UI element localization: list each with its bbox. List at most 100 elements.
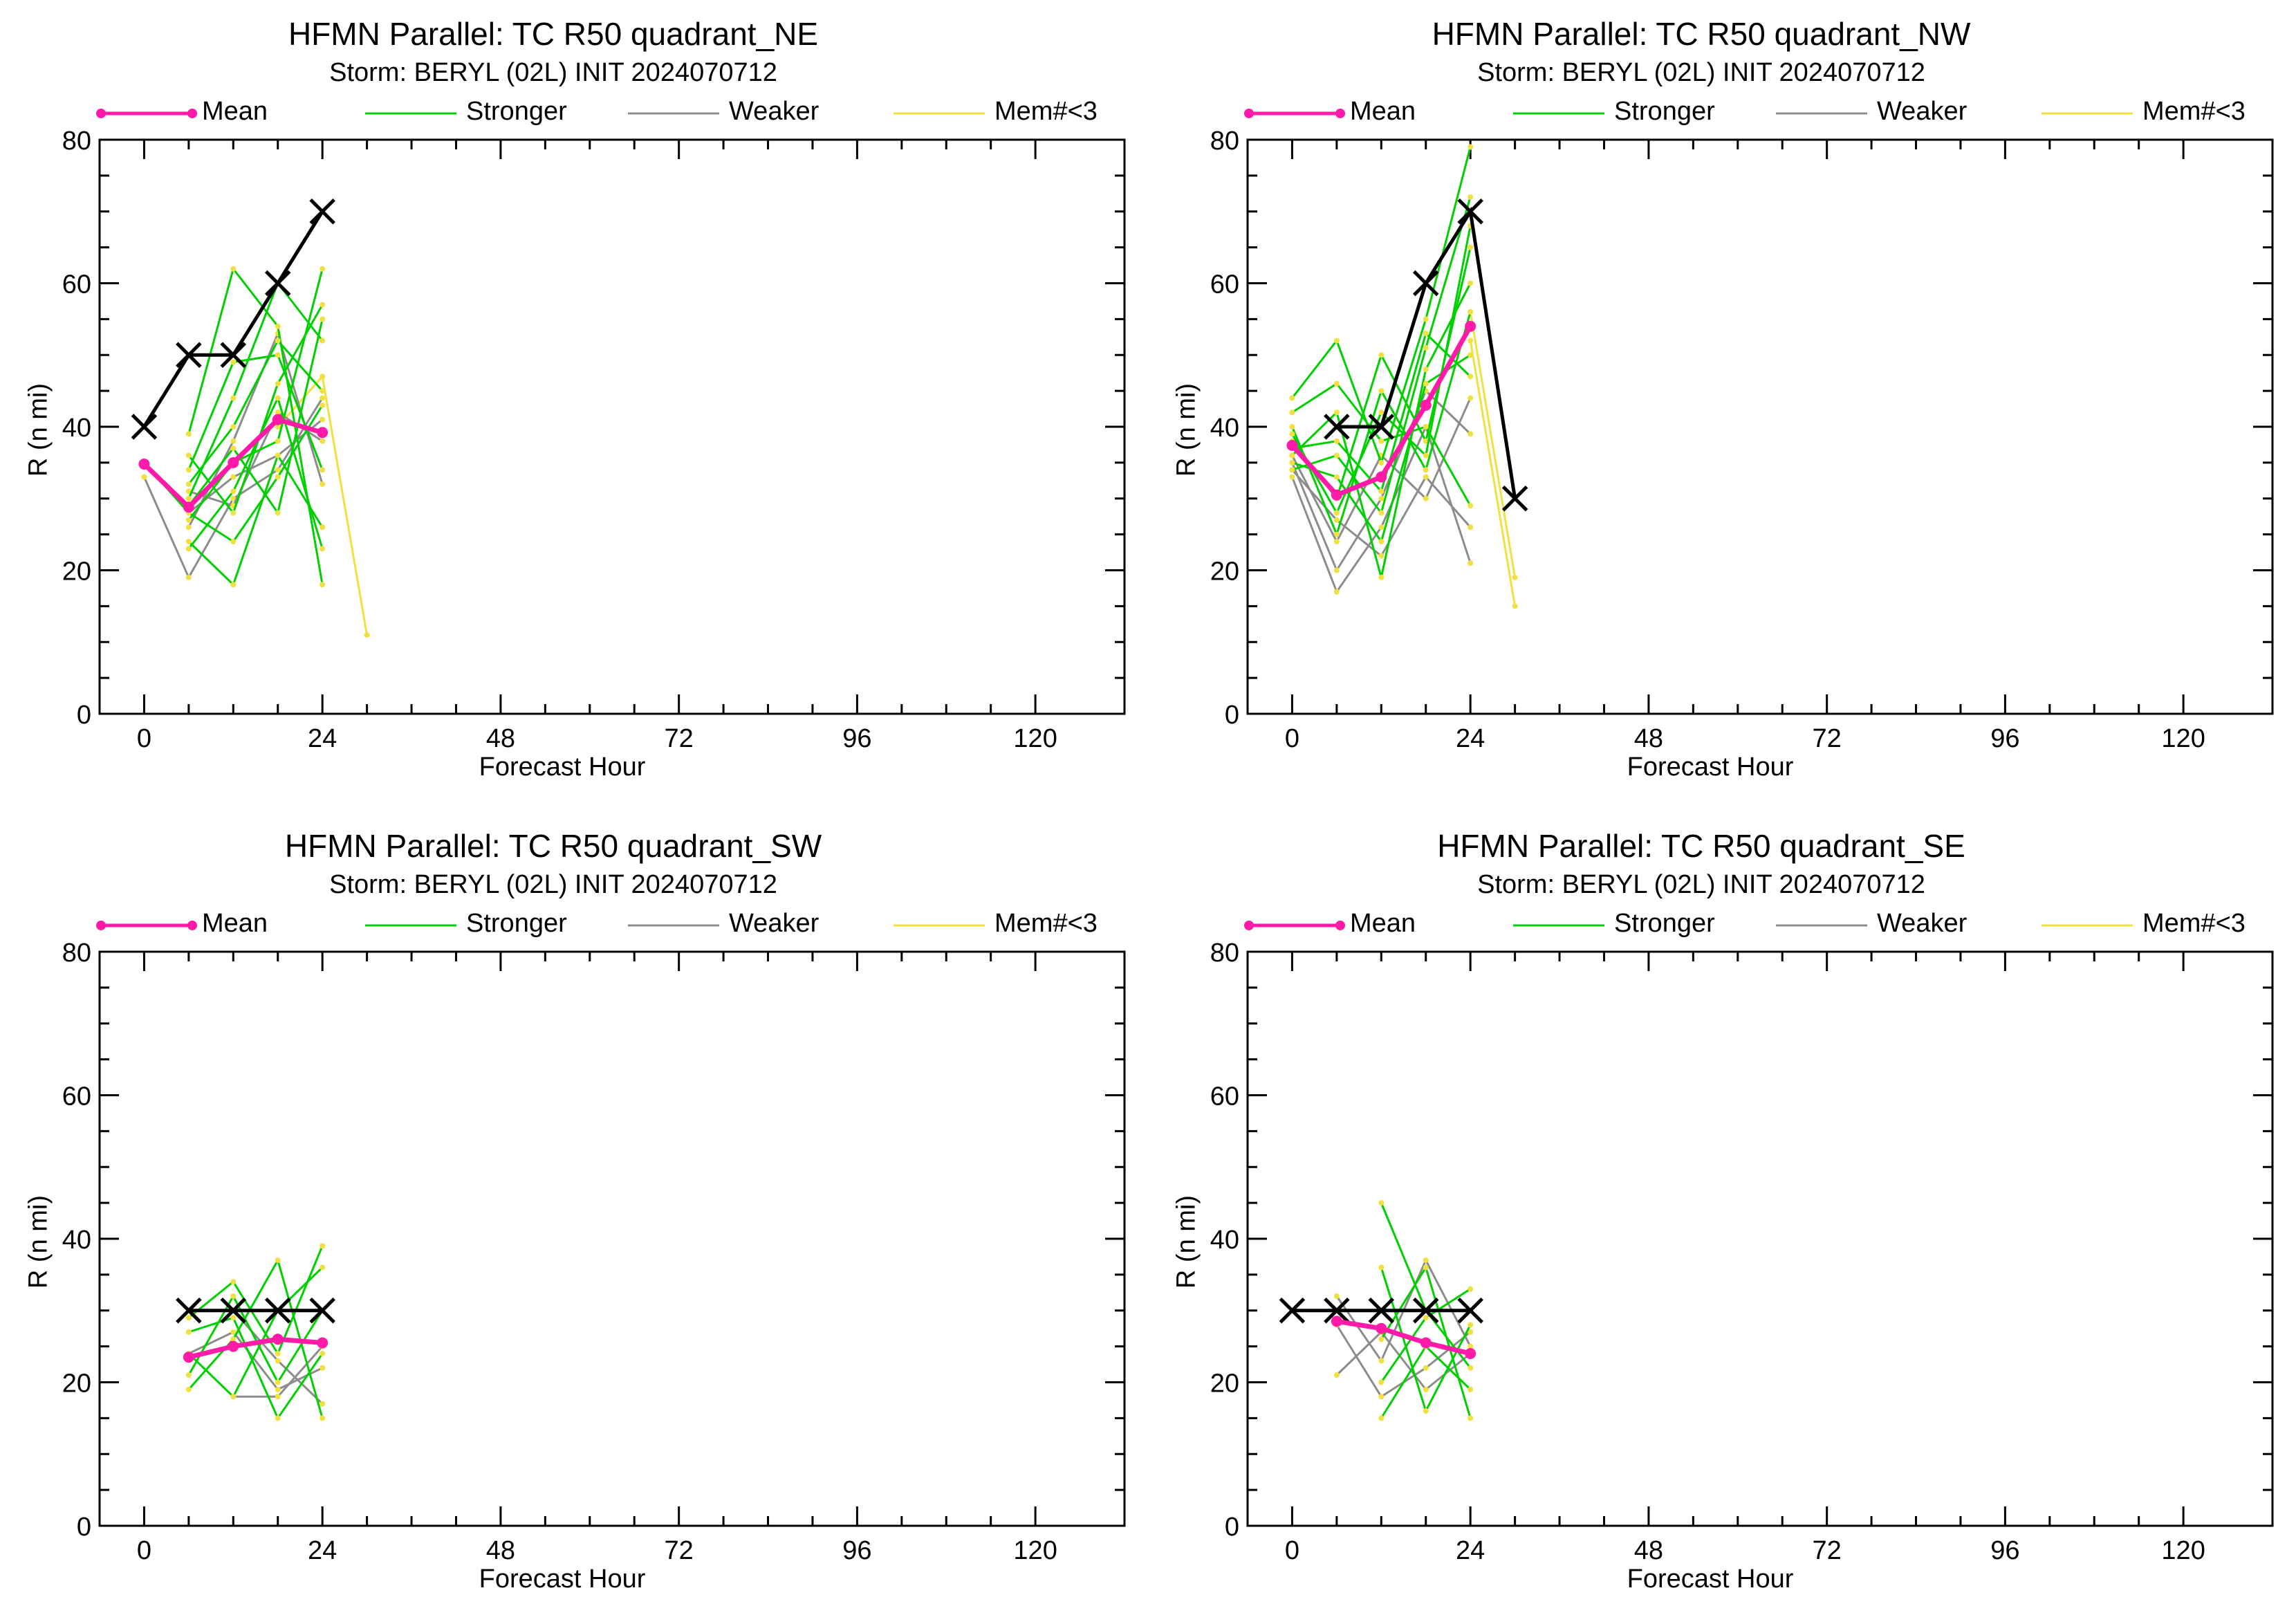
plot-frame [98, 138, 1126, 715]
mean-point [272, 414, 284, 425]
stronger-member-line-point [185, 495, 192, 501]
x-tick-label: 120 [2161, 1536, 2205, 1565]
stronger-member-line-point [1289, 424, 1295, 430]
stronger-member-line-point [1423, 380, 1429, 387]
stronger-member-line-point [230, 1293, 237, 1299]
best-track-marker [220, 1297, 247, 1324]
weaker-member-line-point [1378, 1358, 1385, 1364]
stronger-member-line-point [1289, 459, 1295, 465]
mem-member-line-point [1512, 574, 1518, 580]
weaker-member-line-point [230, 1329, 237, 1335]
mean-point [1331, 1316, 1342, 1327]
stronger-member-line-point [320, 338, 326, 344]
stronger-member-line-point [1333, 338, 1340, 344]
legend-mean-label: Mean [202, 97, 268, 126]
axis-ticks: 0 24 48 72 96 120 0 20 40 60 80 [1210, 127, 2272, 753]
stronger-member-line-point [320, 582, 326, 588]
y-tick-label: 40 [62, 1226, 91, 1255]
stronger-member-line-point [1333, 452, 1340, 459]
weaker-member-line-point [1333, 539, 1340, 544]
stronger-member-line-point [1289, 409, 1295, 416]
legend-mean-marker [187, 921, 197, 930]
legend [96, 921, 985, 930]
stronger-member-line [187, 1293, 324, 1385]
best-track-marker [309, 1297, 335, 1324]
mem-member-line-point [1512, 603, 1518, 609]
weaker-member-line-point [1333, 1293, 1340, 1299]
weaker-member-line-point [1468, 431, 1474, 437]
weaker-member-line [188, 1330, 323, 1391]
weaker-member-line-point [1423, 474, 1429, 480]
stronger-member-line-point [1378, 1264, 1385, 1271]
stronger-member-line-point [320, 402, 326, 408]
legend-weaker-label: Weaker [729, 909, 820, 938]
stronger-member-line-point [1333, 510, 1340, 516]
y-tick-label: 20 [62, 1369, 91, 1399]
y-axis-label: R (n mi) [1172, 382, 1201, 477]
stronger-member-line-point [275, 452, 281, 459]
stronger-member-line [187, 266, 324, 585]
stronger-member-line-point [275, 1257, 281, 1264]
stronger-member-line-point [230, 445, 237, 452]
stronger-member-line-point [1289, 395, 1295, 401]
y-tick-label: 60 [62, 270, 91, 299]
stronger-member-line-point [275, 510, 281, 516]
weaker-member-line-point [275, 409, 281, 416]
stronger-member-line-point [1468, 373, 1474, 380]
mem-member-line [1469, 311, 1517, 578]
stronger-member-line-point [185, 546, 192, 552]
y-tick-label: 40 [1210, 1226, 1239, 1255]
legend-mean-label: Mean [1350, 909, 1416, 938]
y-tick-label: 0 [77, 1513, 91, 1542]
stronger-member-line-point [230, 1315, 237, 1321]
weaker-member-line-point [1468, 1343, 1474, 1349]
legend-mean-marker [1244, 109, 1254, 118]
mean-point [1420, 1337, 1432, 1349]
legend-mean-marker [1335, 109, 1345, 118]
weaker-member-line-point [1468, 560, 1474, 566]
x-tick-label: 24 [308, 724, 337, 753]
weaker-member-line-point [320, 1401, 326, 1407]
stronger-member-line-point [275, 438, 281, 444]
y-tick-label: 0 [77, 701, 91, 730]
x-tick-label: 48 [486, 724, 515, 753]
y-tick-label: 40 [62, 414, 91, 443]
stronger-member-line-point [1423, 1315, 1429, 1321]
panel-title: HFMN Parallel: TC R50 quadrant_NW [1432, 16, 1971, 52]
stronger-member-line-point [1378, 459, 1385, 465]
weaker-member-line-point [320, 1365, 326, 1371]
stronger-member-line [188, 1316, 324, 1421]
stronger-member-line-point [1378, 388, 1385, 394]
best-track-marker [1368, 1297, 1395, 1324]
x-tick-label: 0 [1285, 1536, 1299, 1565]
x-tick-label: 96 [1990, 724, 2019, 753]
stronger-member-line-point [1468, 194, 1474, 200]
weaker-member-line-point [275, 1386, 281, 1392]
legend-stronger-label: Stronger [466, 909, 567, 938]
best-track-marker [1412, 1297, 1439, 1324]
weaker-member-line-point [185, 524, 192, 530]
best-track-marker [1279, 1297, 1306, 1324]
weaker-member-line-point [1333, 1372, 1340, 1378]
weaker-member-line-point [1423, 495, 1429, 501]
weaker-member-line-point [1378, 524, 1385, 530]
stronger-member-line-point [1423, 424, 1429, 430]
weaker-member-line-point [1468, 1329, 1474, 1335]
y-axis-label: R (n mi) [1172, 1194, 1201, 1289]
weaker-member-line-point [1378, 495, 1385, 501]
stronger-member-line-point [320, 467, 326, 473]
stronger-member-line-point [275, 323, 281, 329]
stronger-member-line-point [185, 1372, 192, 1378]
panel-nw: HFMN Parallel: TC R50 quadrant_NW Storm:… [1148, 0, 2296, 812]
stronger-member-line-point [1423, 1408, 1429, 1414]
x-tick-label: 96 [842, 1536, 871, 1565]
stronger-member-line-point [1468, 1322, 1474, 1328]
x-tick-label: 48 [486, 1536, 515, 1565]
stronger-member-line-point [230, 510, 237, 516]
stronger-member-line-point [230, 488, 237, 495]
best-track-marker [1324, 1297, 1350, 1324]
legend-mean-marker [96, 921, 106, 930]
x-tick-label: 120 [1013, 1536, 1057, 1565]
legend-stronger-label: Stronger [466, 97, 567, 126]
axis-ticks: 0 24 48 72 96 120 0 20 40 60 80 [62, 127, 1124, 753]
